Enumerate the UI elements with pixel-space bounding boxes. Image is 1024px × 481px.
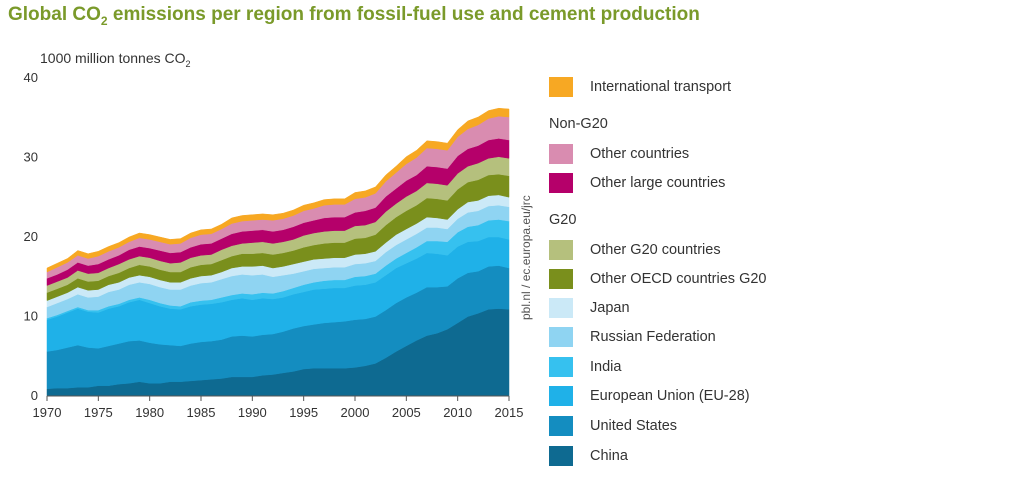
y-axis-unit-label: 1000 million tonnes CO2 bbox=[40, 50, 191, 69]
legend-label: Other large countries bbox=[590, 175, 726, 191]
legend-item-china: China bbox=[549, 445, 628, 467]
legend-swatch bbox=[549, 327, 573, 347]
y-tick-label: 30 bbox=[24, 150, 38, 165]
legend-heading-g20: G20 bbox=[549, 212, 577, 228]
legend-item-other-g20-countries: Other G20 countries bbox=[549, 239, 721, 261]
legend-label: Russian Federation bbox=[590, 329, 716, 345]
legend-label: United States bbox=[590, 418, 678, 434]
y-tick-label: 10 bbox=[24, 309, 38, 324]
legend-swatch bbox=[549, 386, 573, 406]
legend-item-russian-federation: Russian Federation bbox=[549, 326, 716, 348]
legend-label: India bbox=[590, 359, 622, 375]
x-tick-label: 2010 bbox=[443, 405, 472, 420]
area-series-group bbox=[46, 107, 510, 397]
legend-swatch bbox=[549, 240, 573, 260]
legend-item-india: India bbox=[549, 356, 621, 378]
source-credit: pbl.nl / ec.europa.eu/jrc bbox=[519, 195, 533, 320]
x-tick-label: 1990 bbox=[238, 405, 267, 420]
y-tick-label: 40 bbox=[24, 70, 38, 85]
legend-item-united-states: United States bbox=[549, 415, 677, 437]
x-tick-label: 1985 bbox=[187, 405, 216, 420]
y-tick-label: 0 bbox=[31, 388, 38, 403]
x-tick-label: 2015 bbox=[495, 405, 524, 420]
x-tick-label: 2005 bbox=[392, 405, 421, 420]
legend-swatch bbox=[549, 77, 573, 97]
legend-swatch bbox=[549, 416, 573, 436]
legend-label: International transport bbox=[590, 79, 732, 95]
legend-item-other-oecd-g20: Other OECD countries G20 bbox=[549, 268, 767, 290]
legend-label: European Union (EU-28) bbox=[590, 388, 750, 404]
legend-swatch bbox=[549, 269, 573, 289]
legend-label: China bbox=[590, 448, 628, 464]
legend-item-other-large-countries: Other large countries bbox=[549, 172, 725, 194]
legend-heading-non-g20: Non-G20 bbox=[549, 116, 608, 132]
legend-item-international-transport: International transport bbox=[549, 76, 731, 98]
x-tick-label: 1970 bbox=[33, 405, 62, 420]
x-tick-label: 1975 bbox=[84, 405, 113, 420]
legend-swatch bbox=[549, 446, 573, 466]
x-tick-label: 1995 bbox=[289, 405, 318, 420]
legend-swatch bbox=[549, 298, 573, 318]
legend-swatch bbox=[549, 357, 573, 377]
y-tick-label: 20 bbox=[24, 229, 38, 244]
legend-label: Other G20 countries bbox=[590, 242, 721, 258]
x-tick-label: 2000 bbox=[341, 405, 370, 420]
legend-item-japan: Japan bbox=[549, 297, 630, 319]
legend-label: Other OECD countries G20 bbox=[590, 271, 767, 287]
legend-item-european-union: European Union (EU-28) bbox=[549, 385, 750, 407]
axes-group: 1970 1975 1980 1985 1990 1995 2000 2005 2010 2015… bbox=[24, 70, 524, 420]
legend-swatch bbox=[549, 173, 573, 193]
legend-item-other-countries: Other countries bbox=[549, 143, 689, 165]
legend-label: Other countries bbox=[590, 146, 690, 162]
stacked-area-chart: 1970 1975 1980 1985 1990 1995 2000 2005 2010 2015… bbox=[24, 70, 524, 420]
chart-title: Global CO2 emissions per region from fos… bbox=[8, 4, 700, 28]
x-tick-label: 1980 bbox=[135, 405, 164, 420]
legend-swatch bbox=[549, 144, 573, 164]
legend-label: Japan bbox=[590, 300, 630, 316]
area-international-transport bbox=[46, 107, 510, 273]
